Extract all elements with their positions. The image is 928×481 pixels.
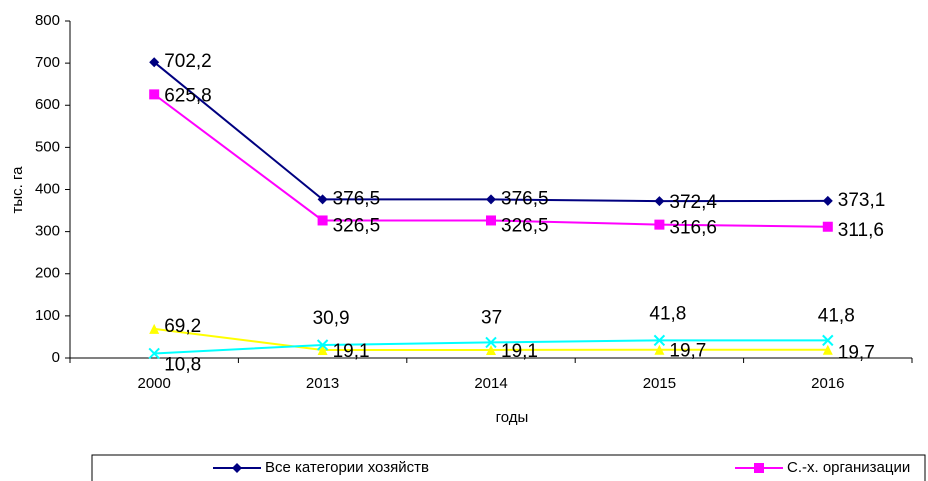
series-line [153, 93, 828, 228]
point [654, 219, 665, 230]
point [317, 215, 328, 226]
y-tick-label: 200 [35, 265, 60, 282]
data-label: 373,1 [838, 190, 886, 211]
legend-label: С.-х. организации [787, 459, 910, 476]
data-label: 702,2 [164, 51, 212, 72]
series-line [153, 61, 828, 203]
point [653, 334, 666, 347]
point [232, 463, 242, 473]
point [654, 344, 665, 355]
point [148, 347, 160, 360]
point [486, 215, 496, 226]
data-label: 30,9 [313, 308, 350, 329]
data-label: 10,8 [164, 354, 201, 375]
point [822, 344, 833, 355]
point [317, 194, 328, 205]
y-tick-label: 500 [35, 138, 60, 155]
data-label: 372,4 [669, 192, 717, 213]
point [486, 344, 496, 355]
data-label: 625,8 [164, 85, 212, 106]
point [485, 336, 497, 349]
x-tick-label: 2013 [306, 375, 339, 392]
y-tick-label: 800 [35, 12, 60, 29]
point [654, 196, 665, 207]
data-label: 316,6 [669, 218, 717, 239]
y-tick-label: 600 [35, 96, 60, 113]
y-tick-label: 0 [52, 349, 60, 366]
point [486, 194, 496, 205]
data-label: 19,1 [333, 341, 370, 362]
legend-label: Все категории хозяйств [265, 459, 429, 476]
x-tick-label: 2000 [138, 375, 171, 392]
point [149, 323, 160, 334]
point [149, 57, 160, 68]
data-label: 326,5 [501, 215, 549, 236]
data-label: 41,8 [818, 305, 855, 326]
point [317, 344, 328, 355]
y-tick-label: 100 [35, 307, 60, 324]
data-label: 326,5 [333, 215, 381, 236]
data-label: 19,1 [501, 341, 538, 362]
x-tick-label: 2015 [643, 375, 676, 392]
point [822, 195, 833, 206]
data-label: 19,7 [838, 343, 875, 364]
data-label: 376,5 [501, 188, 549, 209]
data-label: 311,6 [838, 220, 884, 241]
data-label: 41,8 [649, 303, 686, 324]
y-tick-label: 700 [35, 54, 60, 71]
data-label: 69,2 [164, 316, 201, 337]
point [822, 334, 834, 347]
x-tick-label: 2014 [474, 375, 507, 392]
data-label: 37 [481, 307, 502, 328]
data-label: 19,7 [669, 341, 706, 362]
point [316, 339, 329, 351]
x-tick-label: 2016 [811, 375, 844, 392]
y-tick-label: 400 [35, 180, 60, 197]
point [754, 463, 764, 473]
point [822, 221, 833, 232]
y-axis-label: тыс. га [9, 166, 26, 214]
x-axis-label: годы [496, 409, 529, 426]
data-label: 376,5 [333, 188, 381, 209]
y-tick-label: 300 [35, 223, 60, 240]
point [149, 89, 160, 100]
